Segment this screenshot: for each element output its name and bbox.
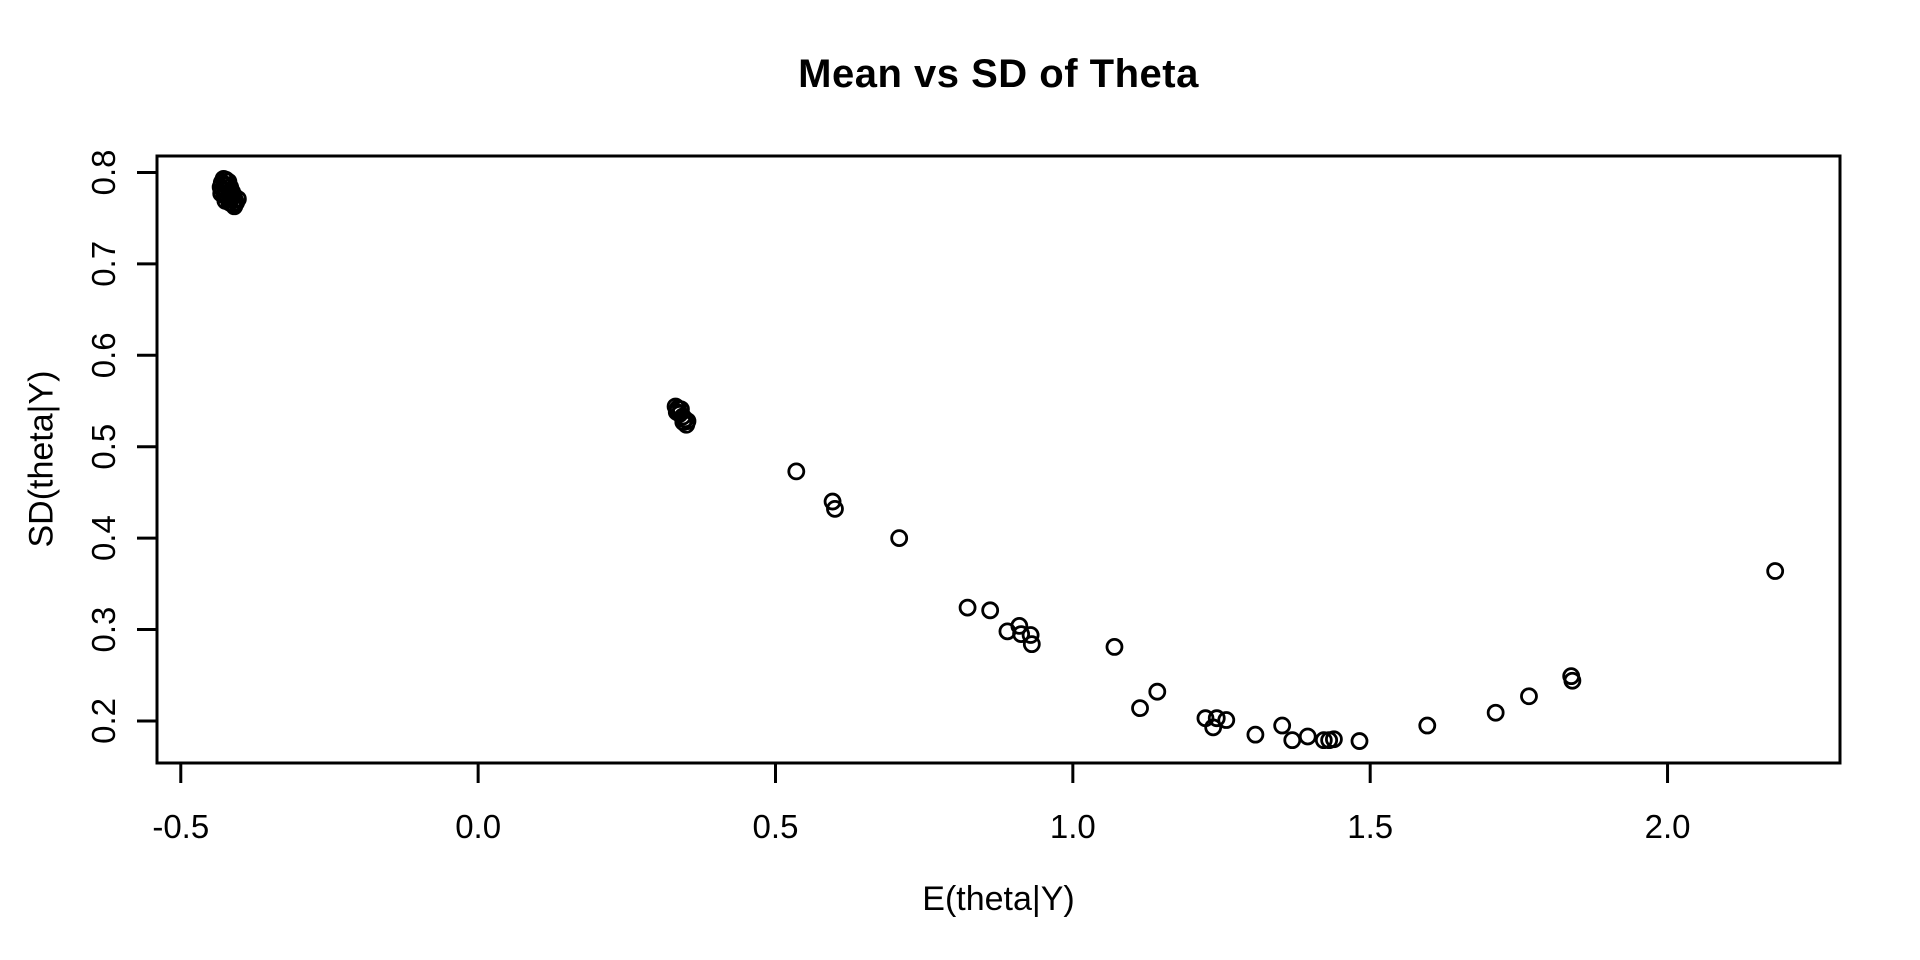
- data-point: [1520, 687, 1538, 706]
- y-tick-label: 0.8: [85, 150, 122, 196]
- data-point: [826, 499, 844, 518]
- data-point: [1766, 562, 1785, 580]
- y-tick-label: 0.3: [85, 607, 122, 653]
- data-point: [787, 462, 806, 481]
- data-point: [823, 492, 842, 511]
- x-tick-label: 1.0: [1050, 808, 1096, 845]
- data-point: [1283, 731, 1302, 750]
- data-point: [1418, 716, 1437, 735]
- data-point: [1012, 625, 1030, 644]
- y-tick-label: 0.6: [85, 332, 122, 378]
- data-point: [1350, 732, 1369, 750]
- data-point: [1021, 626, 1040, 644]
- data-point: [225, 197, 244, 216]
- data-point: [1298, 727, 1317, 746]
- x-tick-label: 0.5: [753, 808, 799, 845]
- y-tick-label: 0.4: [85, 515, 122, 561]
- x-tick-label: 1.5: [1347, 808, 1393, 845]
- data-point: [1486, 703, 1505, 722]
- data-point: [1131, 699, 1149, 718]
- data-point: [1246, 725, 1265, 744]
- x-tick-label: -0.5: [152, 808, 209, 845]
- data-point: [1207, 709, 1226, 728]
- chart-title: Mean vs SD of Theta: [798, 52, 1199, 96]
- data-point: [1273, 716, 1292, 735]
- data-point: [958, 598, 977, 617]
- data-points: [211, 169, 1785, 750]
- x-tick-label: 0.0: [455, 808, 501, 845]
- x-tick-label: 2.0: [1645, 808, 1691, 845]
- data-point: [1325, 730, 1343, 749]
- data-point: [1314, 731, 1333, 750]
- data-point: [1148, 682, 1167, 701]
- y-tick-label: 0.2: [85, 698, 122, 744]
- data-point: [1204, 718, 1223, 737]
- data-point: [1105, 638, 1124, 656]
- data-point: [981, 601, 1000, 620]
- data-point: [1022, 635, 1041, 654]
- data-point: [1217, 711, 1236, 729]
- plot-box: [155, 154, 1842, 765]
- data-point: [674, 413, 693, 431]
- x-axis-label: E(theta|Y): [922, 880, 1075, 918]
- y-tick-label: 0.7: [85, 241, 122, 287]
- data-point: [677, 415, 696, 434]
- y-tick-label: 0.5: [85, 424, 122, 470]
- data-point: [1010, 616, 1029, 635]
- data-point: [1563, 671, 1582, 690]
- data-point: [890, 529, 909, 548]
